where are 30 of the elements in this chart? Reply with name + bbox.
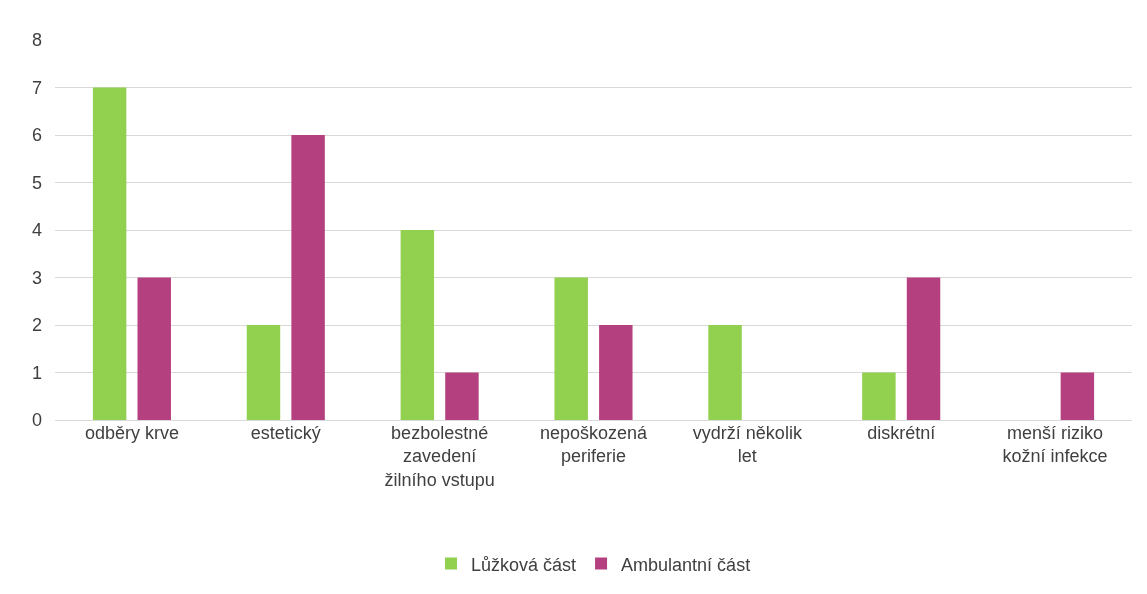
bar — [906, 277, 941, 420]
x-tick-label: nepoškozená periferie — [539, 423, 649, 467]
bar — [1060, 372, 1095, 420]
y-tick-label: 0 — [31, 410, 42, 431]
y-tick-label: 3 — [31, 267, 42, 288]
y-tick-label: 7 — [31, 77, 42, 98]
bar — [862, 372, 896, 420]
bar — [554, 277, 588, 420]
bar — [708, 325, 742, 420]
y-tick-label: 5 — [31, 172, 42, 193]
bar — [137, 277, 171, 420]
x-tick-label: bezbolestné zavedení žilního vstupu — [384, 423, 495, 490]
y-tick-label: 6 — [31, 125, 42, 146]
y-tick-label: 2 — [31, 315, 42, 336]
bar — [400, 230, 435, 420]
x-tick-label: diskrétní — [867, 423, 936, 443]
y-tick-label: 4 — [31, 220, 42, 241]
bar — [445, 372, 479, 420]
x-tick-label: estetický — [250, 423, 321, 443]
y-tick-label: 1 — [31, 362, 42, 383]
bar — [92, 87, 127, 420]
x-tick-label: vydrží několik let — [692, 423, 803, 467]
x-tick-label: odběry krve — [84, 423, 179, 443]
y-tick-label: 8 — [31, 30, 42, 51]
x-tick-label: menší riziko kožní infekce — [1002, 423, 1108, 467]
bar — [599, 325, 633, 420]
legend-label: Ambulantní část — [621, 554, 751, 575]
legend-label: Lůžková část — [471, 554, 577, 575]
bar — [291, 135, 325, 420]
bar — [246, 325, 281, 420]
